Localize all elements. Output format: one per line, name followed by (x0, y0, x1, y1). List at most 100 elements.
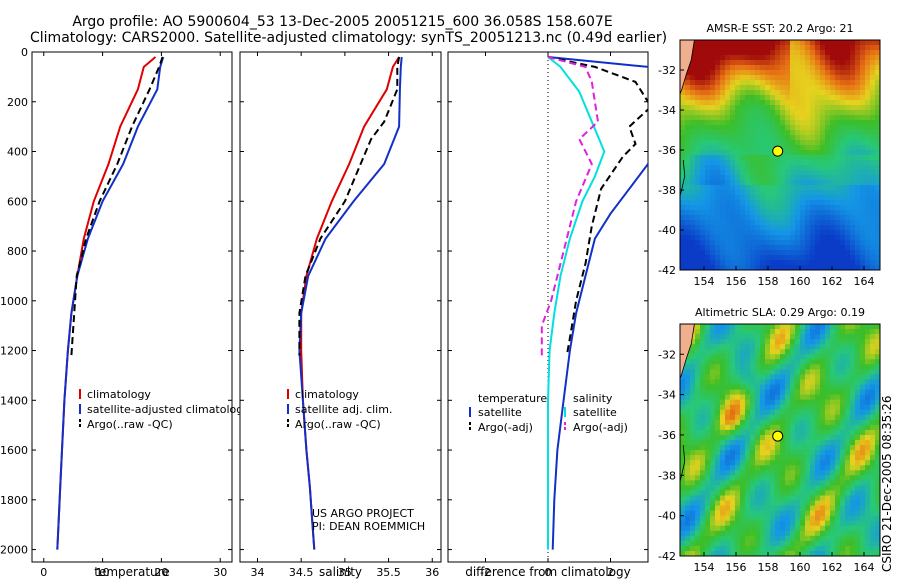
map-cell (710, 389, 716, 396)
map-title: Altimetric SLA: 0.29 Argo: 0.19 (695, 306, 865, 319)
map-cell (865, 105, 871, 111)
map-cell (740, 170, 746, 176)
map-cell (730, 349, 736, 355)
map-cell (780, 55, 786, 61)
map-cell (845, 399, 851, 406)
map-cell (755, 364, 761, 370)
map-cell (860, 135, 866, 141)
map-cell (855, 445, 861, 451)
map-cell (695, 235, 701, 241)
map-cell (700, 419, 706, 426)
map-cell (680, 125, 686, 131)
map-cell (775, 100, 781, 106)
map-cell (770, 200, 776, 206)
map-cell (725, 394, 731, 401)
map-cell (750, 175, 756, 181)
map-cell (715, 394, 721, 401)
map-cell (760, 394, 766, 401)
map-cell (845, 545, 851, 552)
map-cell (805, 419, 811, 426)
map-cell (775, 240, 781, 246)
map-cell (805, 540, 811, 547)
map-cell (705, 40, 711, 46)
map-cell (850, 100, 856, 106)
map-cell (805, 140, 811, 146)
map-cell (820, 384, 826, 391)
map-cell (865, 535, 871, 542)
map-cell (720, 125, 726, 131)
map-cell (830, 460, 836, 466)
map-cell (700, 65, 706, 71)
map-cell (860, 130, 866, 136)
map-cell (705, 324, 711, 330)
map-cell (830, 389, 836, 396)
map-cell (770, 525, 776, 532)
map-cell (865, 155, 871, 161)
map-cell (875, 180, 881, 186)
map-cell (840, 535, 846, 542)
map-cell (740, 90, 746, 96)
map-cell (845, 379, 851, 386)
map-cell (850, 90, 856, 96)
map-cell (725, 185, 731, 191)
map-cell (705, 384, 711, 391)
map-cell (845, 470, 851, 476)
map-cell (705, 334, 711, 340)
map-cell (705, 404, 711, 411)
map-cell (860, 80, 866, 86)
map-cell (835, 160, 841, 166)
map-cell (835, 545, 841, 552)
map-cell (820, 394, 826, 401)
map-cell (830, 445, 836, 451)
map-cell (810, 379, 816, 386)
map-cell (840, 245, 846, 251)
map-cell (840, 429, 846, 436)
map-cell (755, 374, 761, 380)
map-cell (730, 165, 736, 171)
map-cell (715, 460, 721, 466)
map-cell (870, 215, 876, 221)
map-cell (690, 490, 696, 496)
map-cell (750, 324, 756, 330)
map-cell (735, 354, 741, 360)
map-cell (680, 465, 686, 471)
map-frame (679, 39, 881, 271)
map-cell (735, 235, 741, 241)
map-cell (705, 130, 711, 136)
map-cell (775, 170, 781, 176)
map-cell (780, 354, 786, 360)
map-cell (800, 135, 806, 141)
map-cell (775, 85, 781, 91)
map-cell (685, 485, 691, 491)
map-cell (720, 374, 726, 380)
map-cell (730, 414, 736, 421)
map-cell (705, 70, 711, 76)
map-cell (815, 384, 821, 391)
map-cell (745, 460, 751, 466)
map-cell (850, 460, 856, 466)
map-cell (850, 530, 856, 537)
map-cell (730, 75, 736, 81)
map-cell (860, 185, 866, 191)
map-cell (810, 85, 816, 91)
map-cell (730, 150, 736, 156)
map-cell (750, 515, 756, 522)
map-cell (840, 215, 846, 221)
map-cell (825, 210, 831, 216)
map-cell (815, 45, 821, 51)
map-cell (790, 344, 796, 350)
map-cell (780, 250, 786, 256)
map-cell (690, 475, 696, 481)
map-cell (705, 220, 711, 226)
map-cell (775, 510, 781, 517)
map-cell (800, 215, 806, 221)
map-cell (735, 485, 741, 491)
map-cell (845, 105, 851, 111)
map-cell (705, 359, 711, 365)
map-cell (700, 205, 706, 211)
map-cell (735, 334, 741, 340)
map-cell (725, 80, 731, 86)
map-cell (780, 115, 786, 121)
map-cell (700, 40, 706, 46)
map-cell (830, 440, 836, 446)
